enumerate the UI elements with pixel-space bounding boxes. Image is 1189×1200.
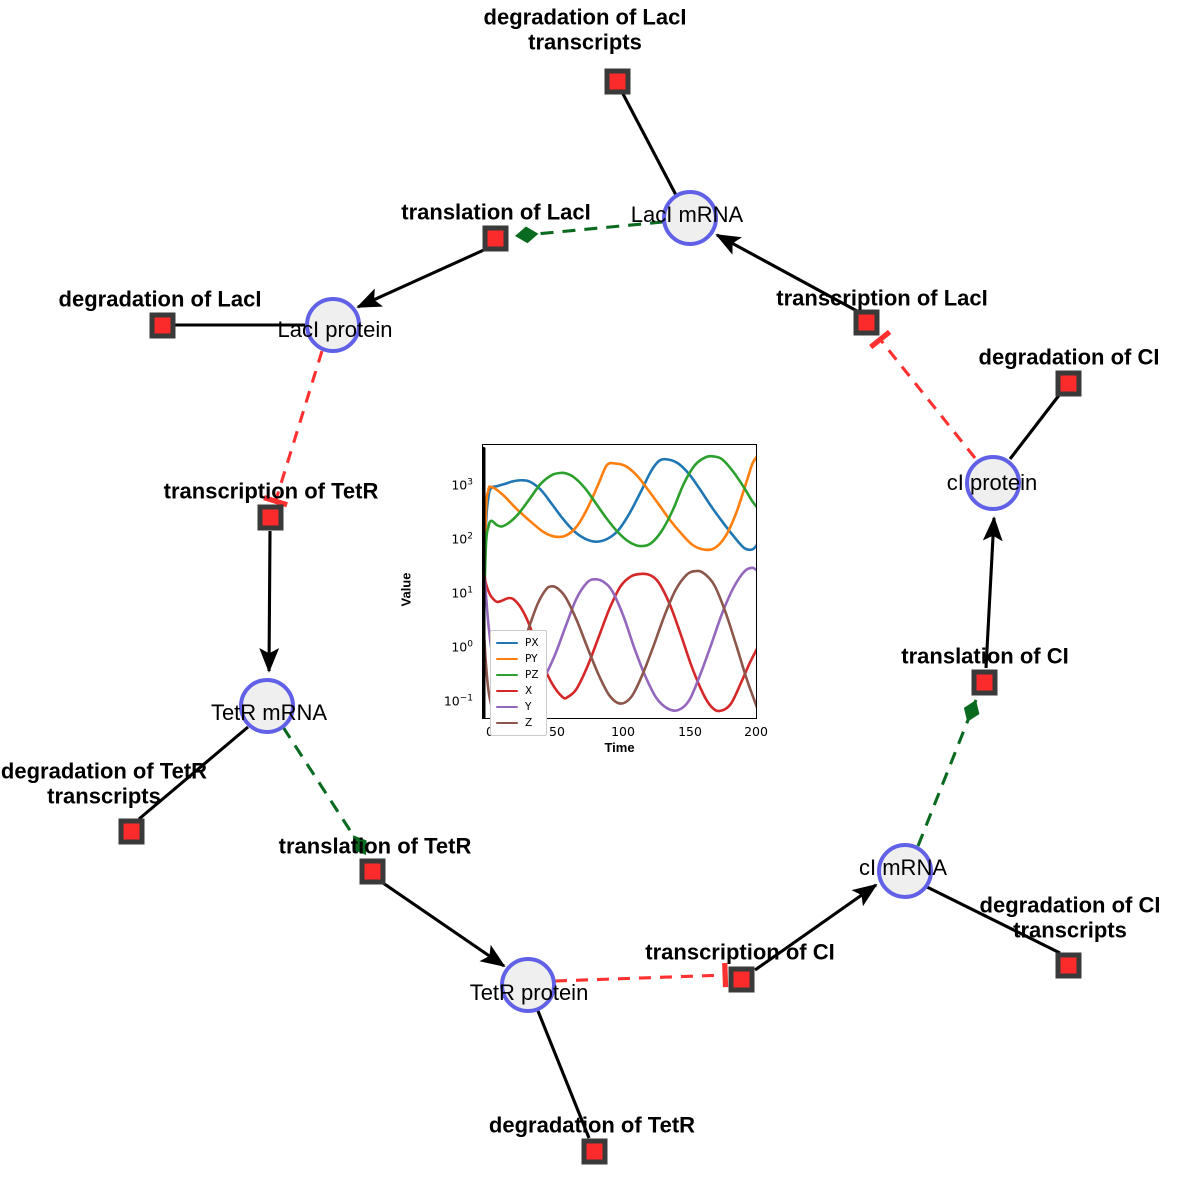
edge-transcription-tetr-to-mrna bbox=[259, 530, 280, 673]
chart-ylabel: Value bbox=[398, 572, 414, 607]
reaction-label-deg-laci-transcripts: degradation of LacI transcripts bbox=[483, 4, 687, 54]
reaction-label-transcription-ci: transcription of CI bbox=[645, 939, 835, 965]
edge-group-plain bbox=[138, 91, 1062, 1139]
reaction-label-translation-laci: translation of LacI bbox=[401, 199, 591, 225]
edge-tetr-inhibits-ci bbox=[554, 962, 729, 988]
reaction-label-deg-ci-transcripts: degradation of CI transcripts bbox=[979, 892, 1161, 942]
species-node-tetr-protein[interactable] bbox=[500, 957, 556, 1013]
edge-ci-mrna-catalysis bbox=[916, 699, 980, 847]
edge-ci-inhibits-laci bbox=[869, 329, 977, 459]
species-node-laci-protein[interactable] bbox=[305, 297, 361, 353]
edge-translation-tetr-to-protein bbox=[382, 881, 506, 968]
reaction-label-transcription-laci: transcription of LacI bbox=[776, 285, 988, 311]
edge-laci-inhibits-tetr bbox=[263, 350, 324, 508]
reaction-node-deg-tetr-transcripts[interactable] bbox=[118, 818, 145, 845]
edge-tetr-protein-to-deg bbox=[536, 1010, 591, 1139]
reaction-label-translation-ci: translation of CI bbox=[901, 643, 1069, 669]
chart-ytick-1e0: 100 bbox=[451, 639, 473, 655]
legend-swatch-px bbox=[496, 641, 518, 645]
edge-translation-ci-to-protein bbox=[982, 516, 1003, 669]
species-node-group bbox=[239, 190, 1021, 1013]
legend-item-x: X bbox=[496, 683, 539, 699]
edge-deg-ci bbox=[1008, 393, 1062, 460]
edge-group-production bbox=[259, 233, 1003, 972]
legend-swatch-pz bbox=[496, 673, 518, 677]
chart-series-x bbox=[483, 572, 756, 713]
legend-item-py: PY bbox=[496, 651, 539, 667]
legend-item-pz: PZ bbox=[496, 667, 539, 683]
species-node-laci-mrna[interactable] bbox=[662, 190, 718, 246]
chart-xlabel: Time bbox=[604, 740, 635, 755]
reaction-node-translation-laci[interactable] bbox=[482, 225, 509, 252]
legend-label-py: PY bbox=[525, 653, 538, 665]
legend-label-pz: PZ bbox=[525, 669, 539, 681]
reaction-node-transcription-laci[interactable] bbox=[853, 309, 880, 336]
chart-xtick-200: 200 bbox=[744, 724, 768, 739]
chart-xtick-150: 150 bbox=[678, 724, 702, 739]
reaction-label-deg-laci: degradation of LacI bbox=[58, 286, 262, 312]
reaction-label-transcription-tetr: transcription of TetR bbox=[163, 478, 379, 504]
legend-item-px: PX bbox=[496, 635, 539, 651]
reaction-node-group bbox=[118, 68, 1082, 1165]
edge-ci-mrna-to-deg bbox=[924, 884, 1061, 955]
species-node-tetr-mrna[interactable] bbox=[239, 678, 295, 734]
reaction-node-deg-laci-transcripts[interactable] bbox=[604, 68, 631, 95]
chart-legend: PX PY PZ X Y Z bbox=[490, 630, 547, 736]
legend-swatch-x bbox=[496, 689, 518, 693]
edge-group-inhibition bbox=[263, 329, 977, 988]
chart-series-pz bbox=[483, 454, 756, 660]
legend-swatch-py bbox=[496, 657, 518, 661]
reaction-node-deg-ci-transcripts[interactable] bbox=[1055, 952, 1082, 979]
legend-item-z: Z bbox=[496, 715, 539, 731]
timecourse-chart-inset: Value Time 103 102 101 100 10−1 0 50 100… bbox=[399, 432, 768, 762]
edge-group-catalysis bbox=[281, 220, 980, 856]
reaction-label-translation-tetr: translation of TetR bbox=[278, 833, 472, 859]
reaction-label-deg-tetr-transcripts: degradation of TetR transcripts bbox=[0, 758, 208, 808]
legend-swatch-z bbox=[496, 721, 518, 725]
legend-label-y: Y bbox=[525, 701, 532, 713]
species-node-ci-protein[interactable] bbox=[965, 455, 1021, 511]
chart-series-px bbox=[483, 457, 756, 660]
chart-xtick-100: 100 bbox=[611, 724, 635, 739]
legend-swatch-y bbox=[496, 705, 518, 709]
reaction-node-deg-ci[interactable] bbox=[1055, 370, 1082, 397]
edge-laci-mrna-catalysis bbox=[514, 220, 664, 244]
legend-label-px: PX bbox=[525, 637, 539, 649]
reaction-node-deg-laci[interactable] bbox=[149, 312, 176, 339]
legend-label-z: Z bbox=[525, 717, 533, 729]
edge-translation-laci-to-protein bbox=[356, 247, 487, 309]
edge-transcription-laci-to-mrna bbox=[715, 233, 858, 313]
edge-tetr-mrna-catalysis bbox=[281, 726, 368, 856]
chart-ytick-1e1: 101 bbox=[451, 585, 473, 601]
edge-tetr-mrna-to-deg bbox=[138, 725, 249, 821]
chart-ytick-1e2: 102 bbox=[451, 531, 473, 547]
reaction-node-deg-tetr[interactable] bbox=[581, 1138, 608, 1165]
chart-series-py bbox=[483, 455, 756, 660]
legend-label-x: X bbox=[525, 685, 533, 697]
reaction-node-transcription-ci[interactable] bbox=[728, 966, 755, 993]
legend-item-y: Y bbox=[496, 699, 539, 715]
edge-deg-laci-transcripts bbox=[620, 91, 679, 198]
reaction-label-deg-ci: degradation of CI bbox=[978, 344, 1160, 370]
species-node-ci-mrna[interactable] bbox=[877, 843, 933, 899]
reaction-node-translation-ci[interactable] bbox=[971, 669, 998, 696]
chart-xtick-50: 50 bbox=[549, 724, 565, 739]
reaction-label-deg-tetr: degradation of TetR bbox=[488, 1112, 696, 1138]
chart-ytick-1e3: 103 bbox=[451, 477, 473, 493]
edge-transcription-ci-to-mrna bbox=[754, 883, 878, 972]
chart-ytick-1em1: 10−1 bbox=[443, 693, 473, 709]
reaction-node-translation-tetr[interactable] bbox=[359, 858, 386, 885]
reaction-node-transcription-tetr[interactable] bbox=[257, 504, 284, 531]
